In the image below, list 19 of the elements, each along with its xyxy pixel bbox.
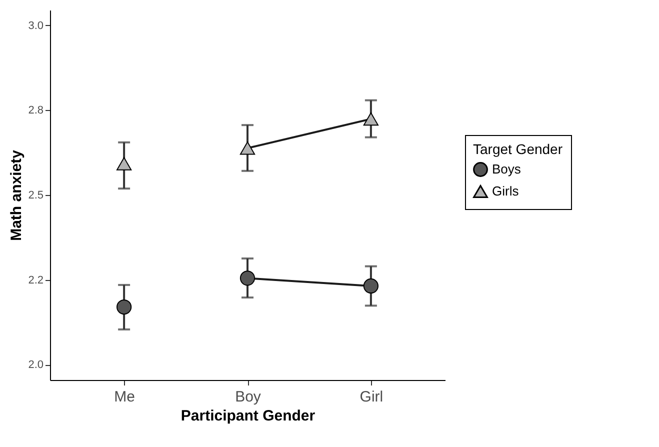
x-tick-label: Girl [360, 388, 384, 406]
y-tick-label: 2.2 [28, 274, 44, 286]
legend-label: Girls [492, 184, 520, 198]
legend-title: Target Gender [473, 141, 563, 157]
y-tick-label: 2.5 [28, 190, 44, 202]
x-tick-label: Boy [235, 388, 262, 406]
point [116, 299, 132, 315]
point [363, 278, 379, 294]
y-tick-label: 2.0 [28, 359, 44, 372]
y-tick-label: 2.8 [28, 104, 44, 117]
point [240, 270, 256, 286]
x-tick-label: Me [114, 388, 135, 406]
x-axis-title: Participant Gender [180, 408, 316, 424]
point [363, 112, 379, 126]
legend-label: Boys [492, 162, 522, 176]
y-tick-label: 3.0 [28, 20, 44, 32]
y-axis-title: Math anxiety [8, 149, 26, 241]
point [116, 157, 132, 170]
point [240, 142, 256, 155]
